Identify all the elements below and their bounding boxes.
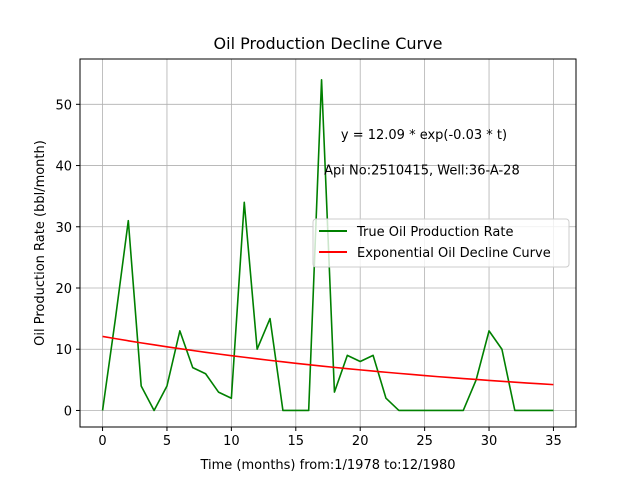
x-tick-label: 15 [288, 434, 305, 449]
exponential-decline-line [102, 335, 554, 386]
ticks: 0 5 10 15 20 25 30 35 0 10 20 30 40 50 [55, 98, 561, 449]
x-tick-label: 5 [163, 434, 171, 449]
y-tick-label: 20 [55, 282, 72, 297]
legend-label-true-rate: True Oil Production Rate [356, 225, 513, 240]
x-tick-label: 25 [416, 434, 433, 449]
x-tick-label: 30 [481, 434, 498, 449]
x-tick-label: 10 [223, 434, 240, 449]
equation-annotation: y = 12.09 * exp(-0.03 * t) [341, 128, 507, 143]
well-annotation: Api No:2510415, Well:36-A-28 [324, 164, 520, 179]
x-tick-label: 20 [352, 434, 369, 449]
y-tick-label: 0 [64, 404, 72, 419]
y-axis-title: Oil Production Rate (bbl/month) [33, 140, 48, 346]
y-tick-label: 50 [55, 98, 72, 113]
chart-title: Oil Production Decline Curve [214, 34, 443, 53]
x-tick-label: 0 [98, 434, 106, 449]
plot-frame [79, 58, 577, 428]
x-tick-label: 35 [545, 434, 562, 449]
x-axis-title: Time (months) from:1/1978 to:12/1980 [199, 458, 455, 473]
legend: True Oil Production Rate Exponential Oil… [312, 218, 570, 268]
y-tick-label: 30 [55, 221, 72, 236]
grid [80, 59, 576, 427]
legend-box [312, 218, 570, 268]
y-tick-label: 10 [55, 343, 72, 358]
legend-label-decline-curve: Exponential Oil Decline Curve [357, 246, 551, 261]
y-tick-label: 40 [55, 160, 72, 175]
